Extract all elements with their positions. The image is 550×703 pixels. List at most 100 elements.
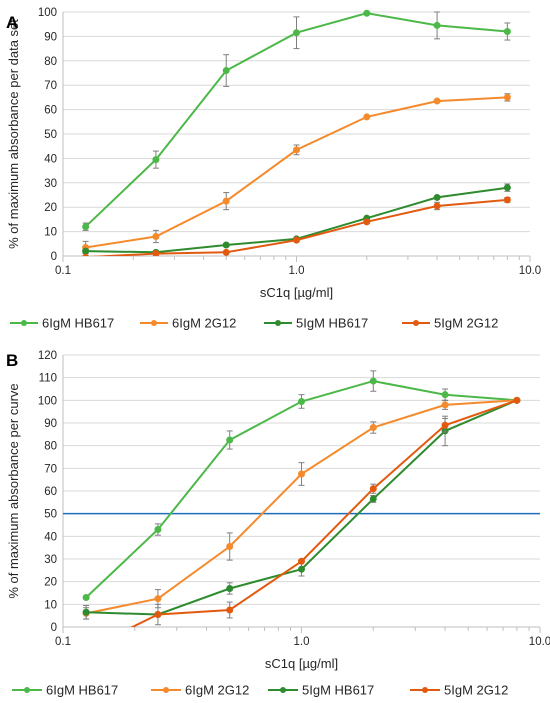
data-point — [152, 156, 160, 164]
data-point — [154, 611, 162, 619]
legend-item: 5IgM 2G12 — [402, 316, 498, 331]
legend-swatch-marker — [151, 320, 157, 326]
data-point — [152, 232, 160, 240]
legend: 6IgM HB617 6IgM 2G12 5IgM HB617 5IgM 2G12 — [12, 683, 508, 698]
x-tick-label: 10.0 — [519, 265, 541, 277]
legend-label: 5IgM HB617 — [302, 683, 374, 698]
data-point — [82, 594, 90, 602]
panel-label: B — [6, 351, 18, 370]
data-point — [82, 223, 90, 231]
series-line — [130, 399, 518, 627]
data-point — [503, 28, 511, 36]
data-point — [503, 93, 511, 101]
data-point — [433, 97, 441, 105]
x-tick-label: 0.1 — [55, 636, 71, 648]
y-tick-label: 100 — [38, 395, 57, 407]
data-point — [154, 595, 162, 603]
x-tick-label: 1.0 — [289, 265, 305, 277]
data-point — [369, 485, 377, 493]
legend-label: 6IgM 2G12 — [172, 316, 236, 331]
legend-label: 5IgM 2G12 — [434, 316, 498, 331]
y-tick-label: 90 — [44, 31, 57, 43]
data-point — [82, 253, 89, 256]
data-point — [298, 470, 305, 478]
legend-label: 6IgM HB617 — [42, 316, 114, 331]
data-point — [82, 608, 90, 616]
y-tick-label: 50 — [44, 129, 57, 141]
series-line — [89, 198, 508, 256]
y-tick-label: 40 — [44, 531, 57, 543]
legend-swatch-marker — [21, 320, 27, 326]
legend-item: 6IgM 2G12 — [151, 683, 249, 698]
legend-label: 6IgM 2G12 — [185, 683, 249, 698]
y-tick-label: 0 — [51, 622, 57, 634]
data-point — [293, 146, 300, 154]
data-point — [363, 218, 371, 226]
series-5igm-hb617 — [82, 183, 511, 256]
data-point — [152, 250, 160, 256]
chart-panel-B: 0 10 20 30 40 50 60 70 80 90 100 110 120 0.1 1.0 10.0 sC… — [6, 350, 550, 698]
chart-panel-A: 0 10 20 30 40 50 60 70 80 90 100 0.1 1.0 10.0 sC1q [µg… — [6, 7, 541, 331]
x-axis-title: sC1q [µg/ml] — [260, 285, 333, 300]
y-tick-label: 70 — [44, 463, 57, 475]
data-point — [441, 421, 449, 429]
y-tick-label: 40 — [44, 153, 57, 165]
y-axis-title: % of maximum absorbance per curve — [6, 383, 21, 598]
data-point — [298, 565, 305, 573]
data-point — [433, 193, 441, 201]
legend-item: 5IgM HB617 — [264, 316, 368, 331]
legend-item: 5IgM HB617 — [268, 683, 374, 698]
y-tick-label: 90 — [44, 418, 57, 430]
data-point — [369, 424, 377, 432]
data-point — [369, 377, 377, 385]
data-point — [226, 436, 234, 444]
data-point — [298, 557, 305, 565]
legend-label: 5IgM 2G12 — [444, 683, 508, 698]
y-tick-label: 60 — [44, 486, 57, 498]
data-point — [441, 391, 449, 399]
data-point — [293, 236, 300, 244]
data-point — [503, 184, 511, 192]
panel-label: A — [6, 13, 18, 32]
y-tick-label: 60 — [44, 105, 57, 117]
y-axis-title: % of maximum absorbance per data set — [6, 19, 21, 249]
data-point — [298, 397, 305, 405]
y-tick-label: 30 — [44, 554, 57, 566]
y-tick-label: 10 — [44, 599, 57, 611]
series-5igm-hb617 — [82, 396, 521, 620]
data-point — [226, 543, 234, 551]
data-point — [433, 21, 441, 29]
data-point — [222, 67, 230, 75]
data-point — [82, 247, 90, 255]
series-line — [86, 399, 518, 616]
y-tick-label: 80 — [44, 56, 57, 68]
legend-swatch-marker — [413, 320, 419, 326]
data-point — [222, 248, 230, 256]
data-point — [363, 113, 371, 121]
y-tick-label: 0 — [51, 251, 57, 263]
plot-area — [82, 9, 511, 256]
x-tick-label: 10.0 — [529, 636, 550, 648]
data-point — [513, 396, 521, 404]
data-point — [503, 196, 511, 204]
legend: 6IgM HB617 6IgM 2G12 5IgM HB617 5IgM 2G12 — [10, 316, 498, 331]
legend-item: 5IgM 2G12 — [410, 683, 508, 698]
x-axis-title: sC1q [µg/ml] — [265, 656, 338, 671]
data-point — [226, 606, 234, 614]
legend-swatch-marker — [422, 687, 428, 693]
y-tick-label: 20 — [44, 202, 57, 214]
series-5igm-2g12 — [83, 396, 521, 653]
y-tick-label: 20 — [44, 577, 57, 589]
data-point — [369, 495, 377, 503]
data-point — [441, 401, 449, 409]
x-tick-label: 1.0 — [294, 636, 310, 648]
data-point — [83, 647, 89, 653]
y-tick-label: 10 — [44, 227, 57, 239]
series-5igm-2g12 — [82, 196, 511, 256]
y-tick-label: 50 — [44, 509, 57, 521]
x-tick-label: 0.1 — [55, 265, 71, 277]
series-6igm-hb617 — [82, 9, 511, 231]
legend-item: 6IgM HB617 — [12, 683, 118, 698]
legend-swatch-marker — [24, 687, 30, 693]
